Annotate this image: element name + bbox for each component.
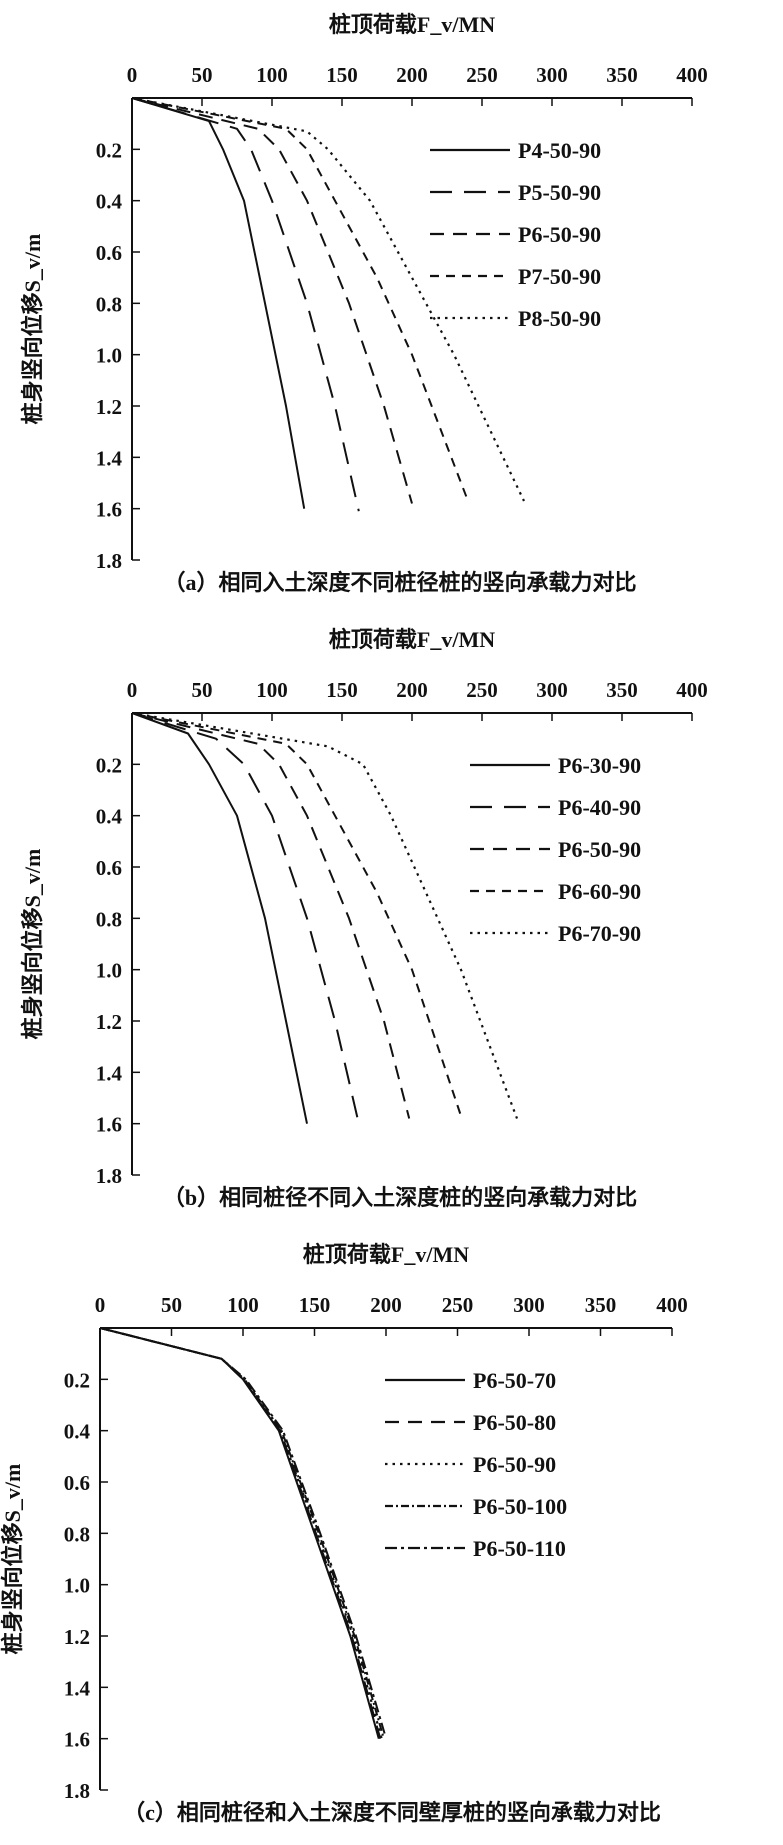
legend-label: P8-50-90 <box>518 306 601 331</box>
figure-caption: （b）相同桩径不同入土深度桩的竖向承载力对比 <box>163 1185 637 1210</box>
y-tick-label: 1.8 <box>96 1164 122 1188</box>
x-tick-label: 150 <box>326 678 358 702</box>
legend-label: P6-50-80 <box>473 1410 556 1435</box>
y-tick-label: 0.6 <box>96 856 122 880</box>
x-tick-label: 300 <box>536 678 568 702</box>
x-tick-label: 350 <box>585 1293 617 1317</box>
chart-panel-a: 桩顶荷载F_v/MN 0 50 100 150 200 250 300 350 400 0.2 0.4… <box>20 12 708 595</box>
y-tick-label: 0.6 <box>64 1471 90 1495</box>
x-tick-label: 100 <box>256 678 288 702</box>
x-tick-label: 50 <box>161 1293 182 1317</box>
figure-caption: （c）相同桩径和入土深度不同壁厚桩的竖向承载力对比 <box>123 1800 661 1825</box>
series-line-P6-60-90 <box>131 712 462 1117</box>
legend-label: P6-40-90 <box>558 795 641 820</box>
x-axis-title: 桩顶荷载F_v/MN <box>329 627 495 652</box>
legend-label: P6-50-100 <box>473 1494 567 1519</box>
x-tick-label: 250 <box>442 1293 474 1317</box>
y-tick-label: 0.6 <box>96 241 122 265</box>
legend-label: P6-50-90 <box>473 1452 556 1477</box>
x-tick-label: 50 <box>192 63 213 87</box>
legend-label: P6-50-90 <box>558 837 641 862</box>
x-tick-label: 300 <box>513 1293 545 1317</box>
x-tick-label: 400 <box>676 678 708 702</box>
series-line-P6-50-80 <box>99 1327 382 1739</box>
y-tick-label: 0.4 <box>64 1420 91 1444</box>
series-line-P6-50-90 <box>131 97 413 504</box>
y-axis-title: 桩身竖向位移S_v/m <box>20 849 45 1040</box>
x-axis-title: 桩顶荷载F_v/MN <box>303 1242 469 1267</box>
series-line-P8-50-90 <box>131 96 525 502</box>
y-tick-label: 1.2 <box>96 395 122 419</box>
series-line-P6-50-90 <box>99 1326 383 1739</box>
y-tick-label: 1.4 <box>96 1061 123 1085</box>
series-line-P6-50-110 <box>99 1327 386 1734</box>
series-line-P4-50-90 <box>131 97 306 509</box>
legend-label: P7-50-90 <box>518 264 601 289</box>
figure-caption: （a）相同入土深度不同桩径桩的竖向承载力对比 <box>163 570 636 595</box>
x-tick-label: 250 <box>466 678 498 702</box>
x-tick-label: 100 <box>256 63 288 87</box>
x-tick-label: 400 <box>656 1293 688 1317</box>
y-tick-label: 1.2 <box>64 1625 90 1649</box>
y-tick-label: 0.8 <box>96 292 122 316</box>
x-tick-label: 150 <box>299 1293 331 1317</box>
legend-label: P5-50-90 <box>518 180 601 205</box>
x-tick-label: 300 <box>536 63 568 87</box>
x-tick-label: 200 <box>396 678 428 702</box>
x-tick-label: 400 <box>676 63 708 87</box>
x-tick-label: 350 <box>606 678 638 702</box>
y-tick-label: 1.0 <box>96 959 122 983</box>
series-line-P6-30-90 <box>131 712 308 1124</box>
x-tick-label: 150 <box>326 63 358 87</box>
x-tick-label: 100 <box>227 1293 259 1317</box>
x-tick-label: 200 <box>370 1293 402 1317</box>
chart-panel-c: 桩顶荷载F_v/MN 0 50 100 150 200 250 300 350 400 0.2 0.4… <box>0 1242 688 1825</box>
x-tick-label: 200 <box>396 63 428 87</box>
x-tick-label: 0 <box>95 1293 106 1317</box>
y-tick-label: 1.2 <box>96 1010 122 1034</box>
y-tick-label: 0.2 <box>96 753 122 777</box>
y-tick-label: 0.8 <box>64 1522 90 1546</box>
x-tick-label: 250 <box>466 63 498 87</box>
y-tick-label: 1.4 <box>96 446 123 470</box>
y-tick-label: 0.2 <box>96 138 122 162</box>
series-line-P6-40-90 <box>131 712 360 1124</box>
legend-label: P6-70-90 <box>558 921 641 946</box>
x-tick-label: 50 <box>192 678 213 702</box>
x-axis-title: 桩顶荷载F_v/MN <box>329 12 495 37</box>
x-tick-label: 0 <box>127 678 138 702</box>
chart-panel-b: 桩顶荷载F_v/MN 0 50 100 150 200 250 300 350 400 0.2 0.4… <box>20 627 708 1210</box>
series-line-P6-50-100 <box>99 1327 385 1737</box>
series-line-P7-50-90 <box>131 97 469 502</box>
series-line-P6-50-90 <box>131 712 411 1119</box>
series-line-P6-70-90 <box>131 711 519 1119</box>
legend-label: P6-30-90 <box>558 753 641 778</box>
legend-label: P6-50-90 <box>518 222 601 247</box>
legend-label: P6-60-90 <box>558 879 641 904</box>
legend-label: P6-50-70 <box>473 1368 556 1393</box>
x-tick-label: 350 <box>606 63 638 87</box>
y-axis-title: 桩身竖向位移S_v/m <box>0 1464 25 1655</box>
y-tick-label: 0.4 <box>96 805 123 829</box>
y-tick-label: 0.4 <box>96 190 123 214</box>
y-tick-label: 1.0 <box>64 1574 90 1598</box>
y-tick-label: 1.8 <box>64 1779 90 1803</box>
y-tick-label: 0.8 <box>96 907 122 931</box>
y-tick-label: 0.2 <box>64 1368 90 1392</box>
y-axis-title: 桩身竖向位移S_v/m <box>20 234 45 425</box>
y-tick-label: 1.6 <box>64 1728 90 1752</box>
y-tick-label: 1.0 <box>96 344 122 368</box>
y-tick-label: 1.4 <box>64 1676 91 1700</box>
legend-label: P6-50-110 <box>473 1536 566 1561</box>
x-tick-label: 0 <box>127 63 138 87</box>
legend-label: P4-50-90 <box>518 138 601 163</box>
y-tick-label: 1.6 <box>96 1113 122 1137</box>
series-line-P6-50-70 <box>99 1327 380 1739</box>
y-tick-label: 1.6 <box>96 498 122 522</box>
y-tick-label: 1.8 <box>96 549 122 573</box>
series-line-P5-50-90 <box>131 97 360 512</box>
